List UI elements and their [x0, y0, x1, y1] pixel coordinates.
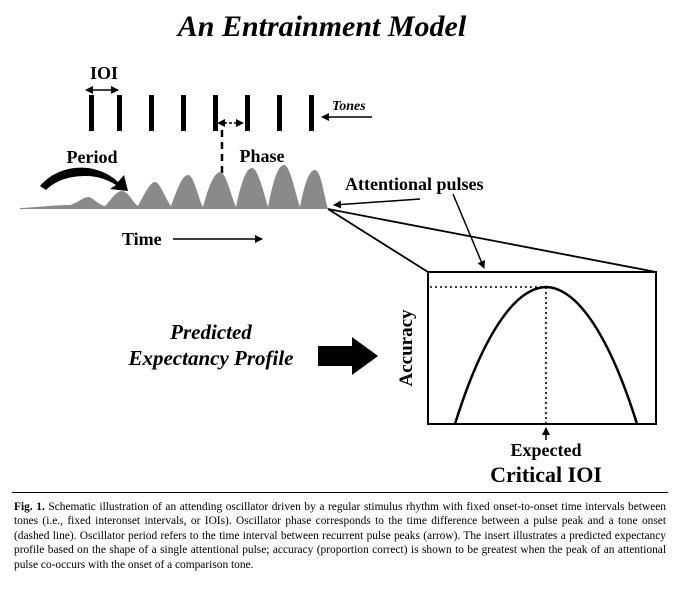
tone-bar [149, 95, 154, 131]
time-label: Time [122, 229, 162, 249]
predicted-label-line2: Expectancy Profile [127, 346, 293, 370]
attentional-pulses-arrow [333, 198, 421, 209]
attentional-pulses [20, 165, 328, 209]
period-label: Period [67, 147, 118, 167]
figure-caption: Fig. 1. Schematic illustration of an att… [14, 500, 666, 572]
magnification-line-top [327, 208, 657, 273]
phase-label: Phase [240, 146, 285, 166]
critical-ioi-label: Critical IOI [490, 462, 602, 487]
tone-bar [181, 95, 186, 131]
attentional-pulses-label: Attentional pulses [345, 174, 484, 194]
predicted-label-line1: Predicted [169, 320, 252, 344]
tone-bar [213, 95, 218, 131]
tone-bar [277, 95, 282, 131]
tone-bar [245, 95, 250, 131]
predicted-block-arrow [318, 337, 378, 375]
ioi-label: IOI [90, 63, 118, 83]
tone-bar [309, 95, 314, 131]
pointer-to-insert [452, 193, 485, 269]
caption-text: Schematic illustration of an attending o… [14, 501, 666, 571]
tones-label: Tones [332, 99, 366, 114]
magnification-line-bottom [327, 208, 429, 273]
tone-bar [117, 95, 122, 131]
expectancy-profile-insert [427, 271, 657, 425]
accuracy-axis-label: Accuracy [396, 309, 417, 387]
period-curved-arrow [40, 167, 128, 191]
entrainment-model-figure: An Entrainment Model IOI Tones Phase Per… [20, 10, 657, 487]
caption-figure-label: Fig. 1. [14, 501, 45, 513]
figure-title: An Entrainment Model [176, 10, 467, 43]
caption-divider [12, 492, 668, 493]
tone-bar [89, 95, 94, 131]
expected-label: Expected [511, 440, 582, 460]
tone-markers [89, 95, 314, 131]
